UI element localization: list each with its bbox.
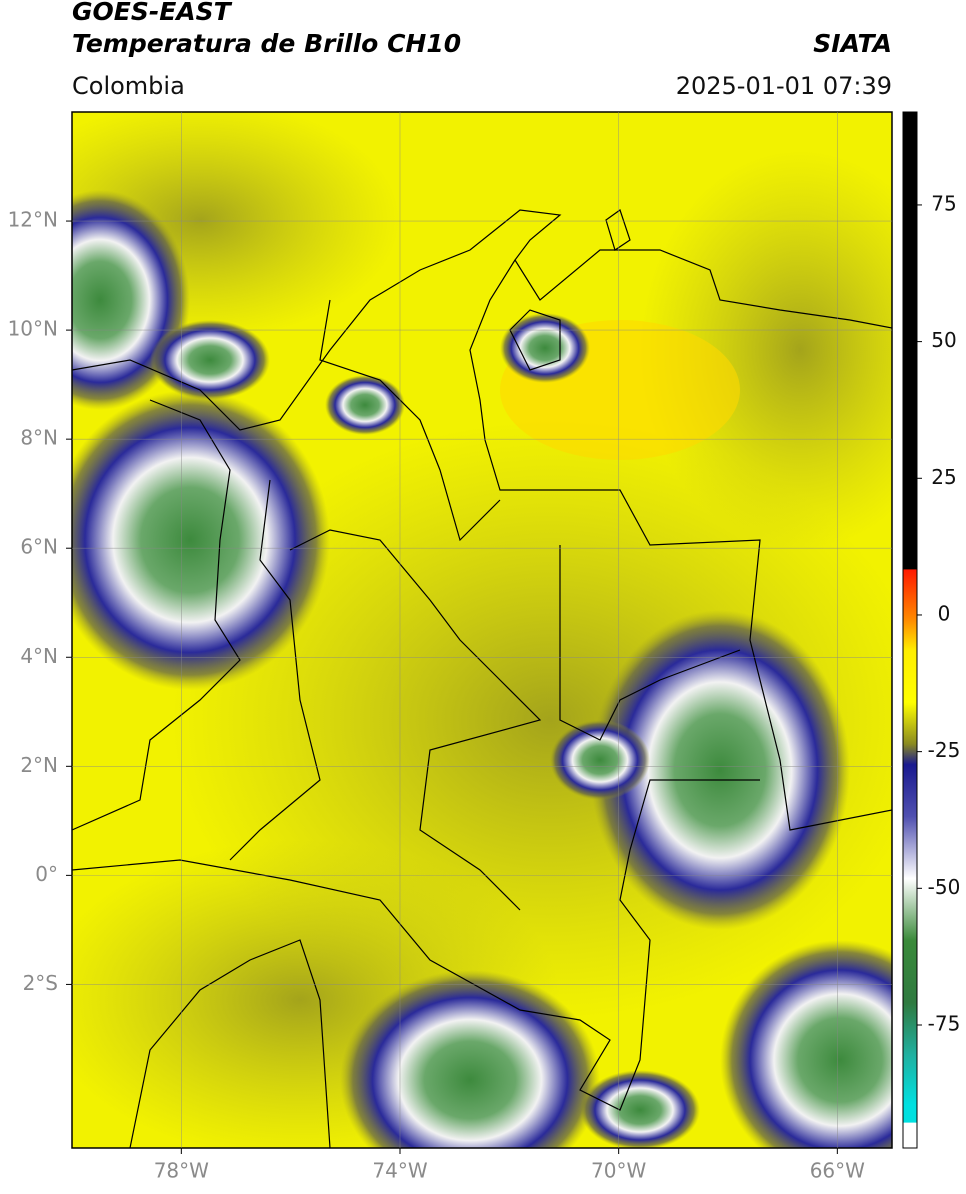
colorbar-tick-label: -25 — [928, 738, 961, 762]
datetime: 2025-01-01 07:39 — [676, 72, 892, 100]
satellite: GOES-EAST — [72, 0, 233, 26]
y-tick-label: 4°N — [20, 644, 58, 668]
x-tick-label: 78°W — [154, 1159, 209, 1183]
y-tick-label: 2°N — [20, 753, 58, 777]
colorbar-tick-label: 0 — [938, 601, 951, 625]
y-tick-label: 10°N — [8, 317, 58, 341]
y-tick-label: 6°N — [20, 535, 58, 559]
colorbar-tick-label: -75 — [928, 1011, 961, 1035]
x-tick-label: 74°W — [372, 1159, 427, 1183]
region: Colombia — [72, 72, 185, 100]
x-tick-label: 70°W — [591, 1159, 646, 1183]
colorbar-tick-label: -50 — [928, 875, 961, 899]
colorbar-tick-label: 50 — [931, 328, 956, 352]
y-tick-label: 8°N — [20, 426, 58, 450]
y-tick-label: 2°S — [23, 971, 58, 995]
x-tick-label: 66°W — [810, 1159, 865, 1183]
colorbar-tick-label: 75 — [931, 191, 956, 215]
y-tick-label: 12°N — [8, 208, 58, 232]
satellite-image — [72, 112, 892, 1148]
map-frame — [71, 111, 893, 1149]
y-tick-label: 0° — [35, 862, 58, 886]
colorbar-tick-label: 25 — [931, 465, 956, 489]
colorbar — [902, 111, 918, 1149]
agency: SIATA — [813, 29, 892, 58]
product: Temperatura de Brillo CH10 — [72, 29, 461, 58]
